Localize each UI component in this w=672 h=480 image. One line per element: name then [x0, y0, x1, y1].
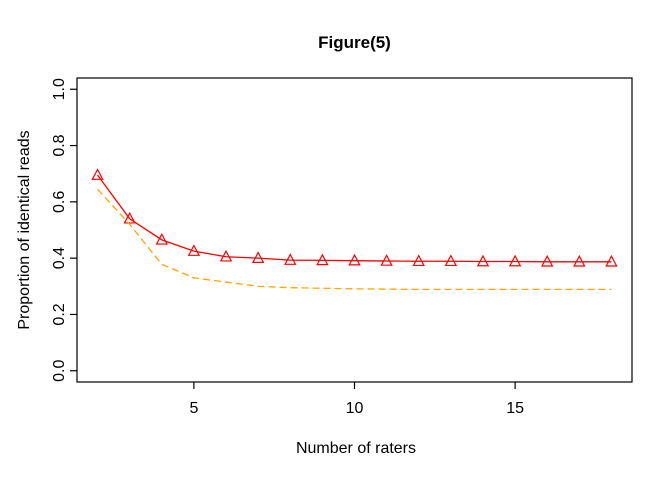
y-axis-title: Proportion of identical reads [16, 130, 33, 329]
data-point-marker [187, 244, 201, 256]
data-point-marker [123, 211, 136, 224]
data-point-marker [251, 251, 265, 263]
y-axis: 0.0 0.2 0.4 0.6 0.8 1.0 [51, 78, 77, 382]
data-point-marker [573, 254, 586, 267]
data-point-marker [348, 253, 361, 266]
data-point-marker [316, 253, 329, 266]
data-point-marker [541, 254, 554, 267]
chart-title: Figure(5) [318, 33, 391, 52]
data-point-marker [284, 253, 297, 265]
series-line-orange-dashed [97, 188, 612, 291]
data-point-marker [155, 232, 168, 245]
y-tick-label: 0.8 [51, 134, 68, 156]
x-tick-label: 10 [346, 400, 364, 417]
plot-box [76, 77, 633, 383]
y-tick-label: 0.2 [51, 303, 68, 325]
y-tick-label: 0.6 [51, 191, 68, 213]
y-tick-label: 1.0 [51, 78, 68, 100]
y-tick-label: 0.4 [51, 247, 68, 269]
data-point-marker [412, 254, 425, 267]
data-point-marker [219, 249, 233, 262]
x-tick-label: 15 [506, 400, 524, 417]
data-point-marker [508, 254, 522, 267]
x-tick-label: 5 [189, 400, 198, 417]
data-point-marker [605, 254, 618, 267]
data-point-marker [91, 168, 104, 180]
x-axis: 5 10 15 [189, 382, 524, 417]
series-line-red-solid-triangles [97, 174, 612, 263]
series-layer [91, 168, 618, 291]
data-point-marker [476, 254, 490, 267]
y-tick-label: 0.0 [51, 360, 68, 382]
data-point-marker [444, 254, 458, 267]
data-point-marker [380, 254, 393, 266]
x-axis-title: Number of raters [296, 440, 416, 457]
